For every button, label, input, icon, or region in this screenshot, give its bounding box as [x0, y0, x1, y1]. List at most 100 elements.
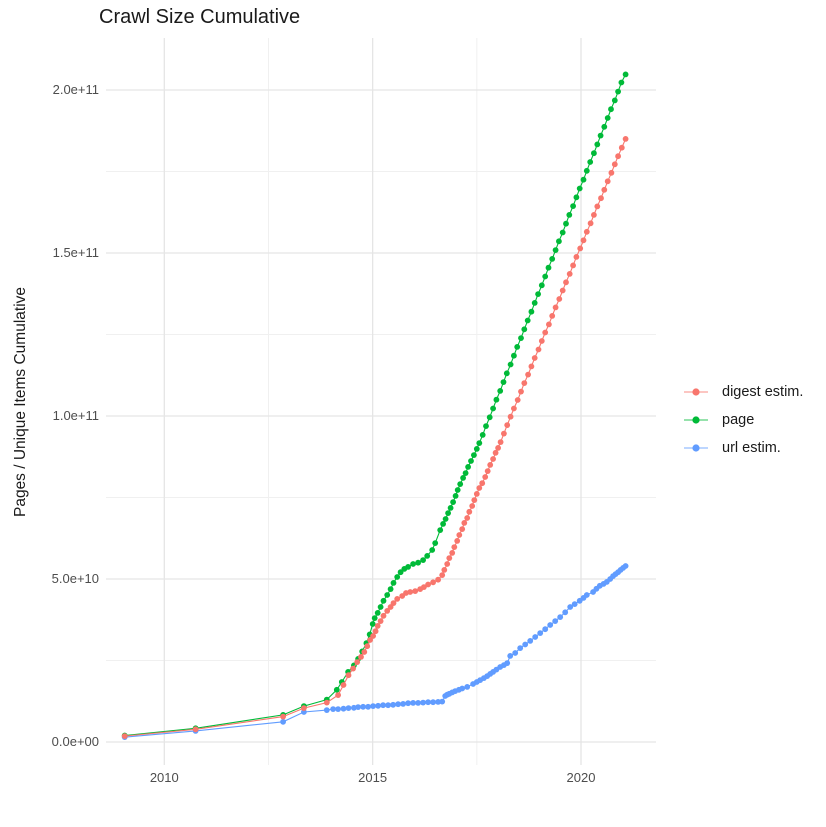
legend-key-url-icon	[684, 444, 708, 452]
data-point	[537, 630, 544, 636]
data-point	[587, 220, 594, 227]
data-point	[583, 228, 590, 235]
data-point	[377, 604, 384, 610]
data-point	[340, 682, 347, 688]
data-point	[369, 621, 376, 627]
legend-item-url-estim: url estim.	[683, 434, 803, 462]
data-point	[469, 503, 476, 509]
data-point	[446, 555, 453, 561]
data-point	[504, 422, 511, 428]
data-point	[361, 649, 368, 655]
legend-key-page-icon	[684, 416, 708, 424]
data-point	[461, 520, 468, 526]
data-point	[501, 430, 507, 437]
data-point	[372, 628, 379, 635]
data-point	[490, 456, 496, 462]
data-point	[424, 553, 431, 559]
data-point	[521, 380, 528, 386]
data-point	[514, 344, 521, 350]
data-point	[465, 464, 471, 470]
data-point	[454, 538, 461, 544]
data-point	[476, 485, 483, 491]
data-point	[583, 592, 590, 598]
data-point	[524, 317, 531, 324]
data-point	[365, 703, 371, 710]
data-point	[512, 650, 519, 656]
data-point	[622, 71, 629, 78]
data-point	[542, 273, 549, 280]
data-point	[442, 516, 449, 522]
data-point	[538, 282, 545, 289]
data-point	[358, 654, 364, 660]
data-point	[535, 291, 541, 297]
data-point	[380, 702, 386, 709]
data-point	[374, 610, 381, 616]
data-point	[473, 446, 480, 452]
data-point	[473, 491, 480, 497]
data-point	[421, 584, 427, 590]
data-point	[507, 653, 514, 659]
data-point	[439, 572, 446, 578]
data-point	[430, 579, 436, 586]
data-point	[531, 355, 538, 361]
x-tick-label: 2015	[358, 770, 388, 785]
data-point	[405, 564, 411, 570]
data-point	[563, 220, 569, 227]
data-point	[566, 271, 573, 277]
data-point	[335, 692, 341, 698]
data-point	[374, 623, 381, 629]
data-point	[364, 643, 371, 650]
data-point	[387, 586, 394, 592]
data-point	[192, 726, 199, 733]
data-point	[384, 592, 391, 598]
data-point	[576, 185, 583, 192]
data-point	[410, 700, 416, 706]
y-tick-label: 2.0e+11	[52, 82, 99, 97]
data-point	[549, 256, 556, 262]
data-point	[397, 569, 404, 576]
data-point	[507, 361, 514, 368]
data-point	[542, 626, 549, 633]
data-point	[371, 615, 378, 621]
data-point	[380, 597, 387, 604]
data-point	[611, 97, 618, 104]
data-point	[345, 705, 352, 711]
data-point	[355, 704, 361, 710]
series-page	[121, 71, 629, 739]
data-point	[567, 604, 574, 610]
data-point	[566, 212, 573, 218]
data-point	[511, 405, 517, 412]
legend-label-url: url estim.	[722, 440, 781, 456]
data-point	[618, 79, 625, 86]
data-point	[367, 637, 373, 643]
data-point	[450, 499, 456, 505]
data-point	[580, 237, 587, 244]
data-point	[583, 167, 590, 174]
data-point	[482, 474, 489, 480]
data-point	[507, 413, 514, 420]
data-point	[333, 686, 340, 693]
data-point	[462, 470, 469, 476]
data-point	[503, 370, 510, 377]
data-point	[425, 699, 431, 706]
data-point	[435, 576, 441, 583]
data-point	[464, 515, 471, 521]
data-point	[459, 526, 466, 532]
data-point	[375, 702, 381, 709]
data-point	[563, 279, 569, 286]
data-point	[495, 445, 501, 451]
data-point	[618, 144, 625, 151]
data-point	[556, 238, 562, 245]
data-point	[384, 608, 391, 614]
data-point	[420, 699, 426, 706]
data-point	[385, 702, 391, 709]
legend-label-page: page	[722, 412, 755, 428]
data-point	[493, 396, 500, 403]
gridlines	[106, 38, 656, 765]
data-point	[410, 561, 416, 567]
series-url-estim	[121, 563, 629, 740]
data-point	[444, 561, 451, 567]
data-point	[487, 462, 494, 468]
series-digest-estim	[121, 136, 629, 739]
